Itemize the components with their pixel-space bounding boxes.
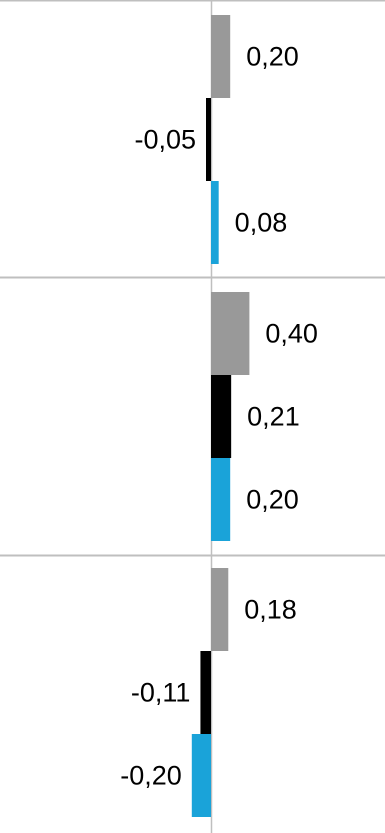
bar-group-2-1	[211, 292, 250, 375]
data-label-2-3: 0,20	[246, 485, 299, 515]
bar-group-3-1	[211, 568, 229, 651]
data-label-1-3: 0,08	[235, 208, 288, 238]
bar-group-1-2	[206, 98, 211, 181]
bar-group-1-1	[211, 15, 231, 98]
data-labels: 0,20 -0,05 0,08 0,40 0,21 0,20 0,18 -0,11 -0,20	[120, 42, 318, 791]
data-label-2-2: 0,21	[247, 402, 300, 432]
bar-group-3-2	[200, 651, 211, 734]
bar-group-1-3	[211, 181, 219, 264]
bars	[191, 15, 250, 817]
bar-group-2-2	[211, 375, 232, 458]
bar-group-3-3	[191, 734, 211, 817]
data-label-3-2: -0,11	[131, 678, 191, 708]
gridlines	[0, 0, 385, 557]
data-label-2-1: 0,40	[265, 319, 318, 349]
data-label-3-3: -0,20	[120, 761, 182, 791]
data-label-3-1: 0,18	[244, 595, 297, 625]
data-label-1-1: 0,20	[246, 42, 299, 72]
data-label-1-2: -0,05	[134, 125, 196, 155]
bar-group-2-3	[211, 458, 231, 541]
